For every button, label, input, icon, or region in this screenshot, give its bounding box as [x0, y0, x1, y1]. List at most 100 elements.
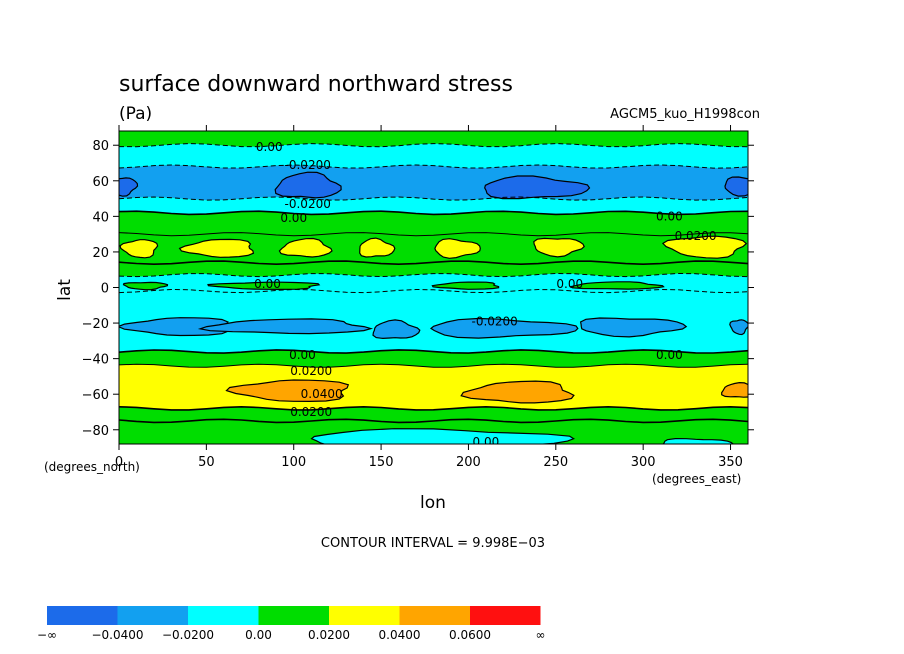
colorbar-swatch-4	[329, 606, 400, 625]
y-axis-ticks: 80 60 40 20 0 −20 −40 −60 −80	[82, 139, 754, 439]
feature-blob-11	[119, 317, 229, 337]
feature-blob-25	[569, 281, 665, 290]
contour-label-4: 0.00	[656, 209, 683, 223]
feature-blob-3	[119, 177, 139, 197]
y-tick-label-2: 40	[92, 210, 109, 225]
y-units-label: (degrees_north)	[44, 460, 140, 474]
feature-blob-14	[429, 317, 579, 339]
filled-features	[119, 171, 748, 444]
y-tick-label-0: 80	[92, 139, 109, 154]
contour-line-12	[119, 418, 748, 424]
x-units-label: (degrees_east)	[652, 472, 741, 486]
experiment-label: AGCM5_kuo_H1998con	[610, 107, 760, 122]
contour-interval-label: CONTOUR INTERVAL = 9.998E−03	[321, 536, 545, 551]
x-tick-label-0: 0	[115, 455, 123, 470]
band-2	[119, 165, 748, 201]
contour-line-4	[119, 210, 748, 216]
colorbar-label-7: ∞	[536, 628, 546, 642]
contour-line-8	[119, 288, 748, 294]
contour-line-6	[119, 260, 748, 266]
contour-line-5	[119, 232, 748, 237]
y-tick-label-3: 20	[92, 246, 109, 261]
x-tick-label-3: 150	[369, 455, 394, 470]
feature-blob-12	[197, 318, 374, 335]
x-tick-label-1: 50	[198, 455, 215, 470]
band-5	[119, 232, 748, 265]
x-tick-label-5: 250	[543, 455, 568, 470]
colorbar-label-5: 0.0400	[379, 628, 421, 642]
feature-blob-4	[119, 239, 159, 259]
feature-blob-5	[178, 238, 255, 258]
colorbar-swatch-1	[117, 606, 188, 625]
contour-label-6: 0.00	[254, 277, 281, 291]
contour-line-11	[119, 405, 748, 411]
band-1	[119, 143, 748, 169]
band-11	[119, 406, 748, 423]
contour-line-7	[119, 272, 748, 278]
band-9	[119, 349, 748, 368]
y-axis-title: lat	[55, 279, 75, 301]
x-tick-label-4: 200	[456, 455, 481, 470]
feature-blob-15	[579, 317, 688, 338]
colorbar-label-2: −0.0200	[162, 628, 214, 642]
contour-label-13: 0.0200	[290, 405, 332, 419]
feature-blob-8	[434, 238, 481, 259]
feature-blob-18	[460, 380, 575, 404]
contour-line-2	[119, 164, 748, 169]
contour-label-12: 0.0400	[301, 387, 343, 401]
band-0	[119, 131, 748, 147]
contour-line-1	[119, 143, 748, 148]
colorbar-swatch-3	[258, 606, 329, 625]
contour-label-11: 0.0200	[290, 364, 332, 378]
colorbar-label-6: 0.0600	[449, 628, 491, 642]
feature-blob-7	[359, 237, 396, 258]
contour-line-10	[119, 363, 748, 368]
feature-blob-1	[484, 175, 591, 200]
band-10	[119, 364, 748, 410]
contour-line-9	[119, 349, 748, 354]
contour-label-9: 0.00	[289, 348, 316, 362]
colorbar-label-3: 0.00	[245, 628, 272, 642]
contour-line-3	[119, 196, 748, 201]
feature-blob-2	[724, 176, 748, 197]
colorbar-swatch-5	[399, 606, 470, 625]
band-8	[119, 289, 748, 354]
colorbar-swatch-6	[470, 606, 541, 625]
contour-label-5: 0.0200	[675, 229, 717, 243]
contour-label-7: 0.00	[556, 277, 583, 291]
contour-lines	[119, 126, 748, 424]
feature-blob-17	[225, 379, 350, 403]
x-axis-ticks: 0 50 100 150 200 250 300 350	[115, 125, 743, 470]
y-tick-label-6: −40	[82, 353, 109, 368]
units-label: (Pa)	[119, 104, 152, 124]
contour-label-8: -0.0200	[471, 314, 517, 328]
feature-blob-20	[310, 428, 576, 444]
y-tick-label-4: 0	[101, 282, 109, 297]
colorbar-swatch-2	[188, 606, 259, 625]
y-tick-label-7: −60	[82, 388, 109, 403]
feature-blob-21	[662, 437, 735, 444]
feature-blob-10	[661, 235, 748, 259]
contour-line-0	[119, 126, 748, 129]
feature-blob-9	[533, 237, 585, 258]
feature-blob-13	[372, 319, 421, 340]
contour-label-14: 0.00	[473, 435, 500, 449]
colorbar-label-4: 0.0200	[308, 628, 350, 642]
x-tick-label-7: 350	[718, 455, 743, 470]
band-4	[119, 211, 748, 236]
colorbar: −∞ −0.0400 −0.0200 0.00 0.0200 0.0400 0.0600 ∞	[37, 606, 546, 642]
contour-label-10: 0.00	[656, 348, 683, 362]
colorbar-swatch-0	[47, 606, 118, 625]
feature-blob-16	[729, 319, 748, 336]
contour-label-3: 0.00	[280, 211, 307, 225]
x-tick-label-2: 100	[281, 455, 306, 470]
contour-label-2: -0.0200	[285, 197, 331, 211]
colorbar-label-1: −0.0400	[91, 628, 143, 642]
filled-bands	[119, 131, 748, 444]
contour-label-1: -0.0200	[285, 158, 331, 172]
chart-title: surface downward northward stress	[119, 72, 513, 97]
band-3	[119, 197, 748, 215]
